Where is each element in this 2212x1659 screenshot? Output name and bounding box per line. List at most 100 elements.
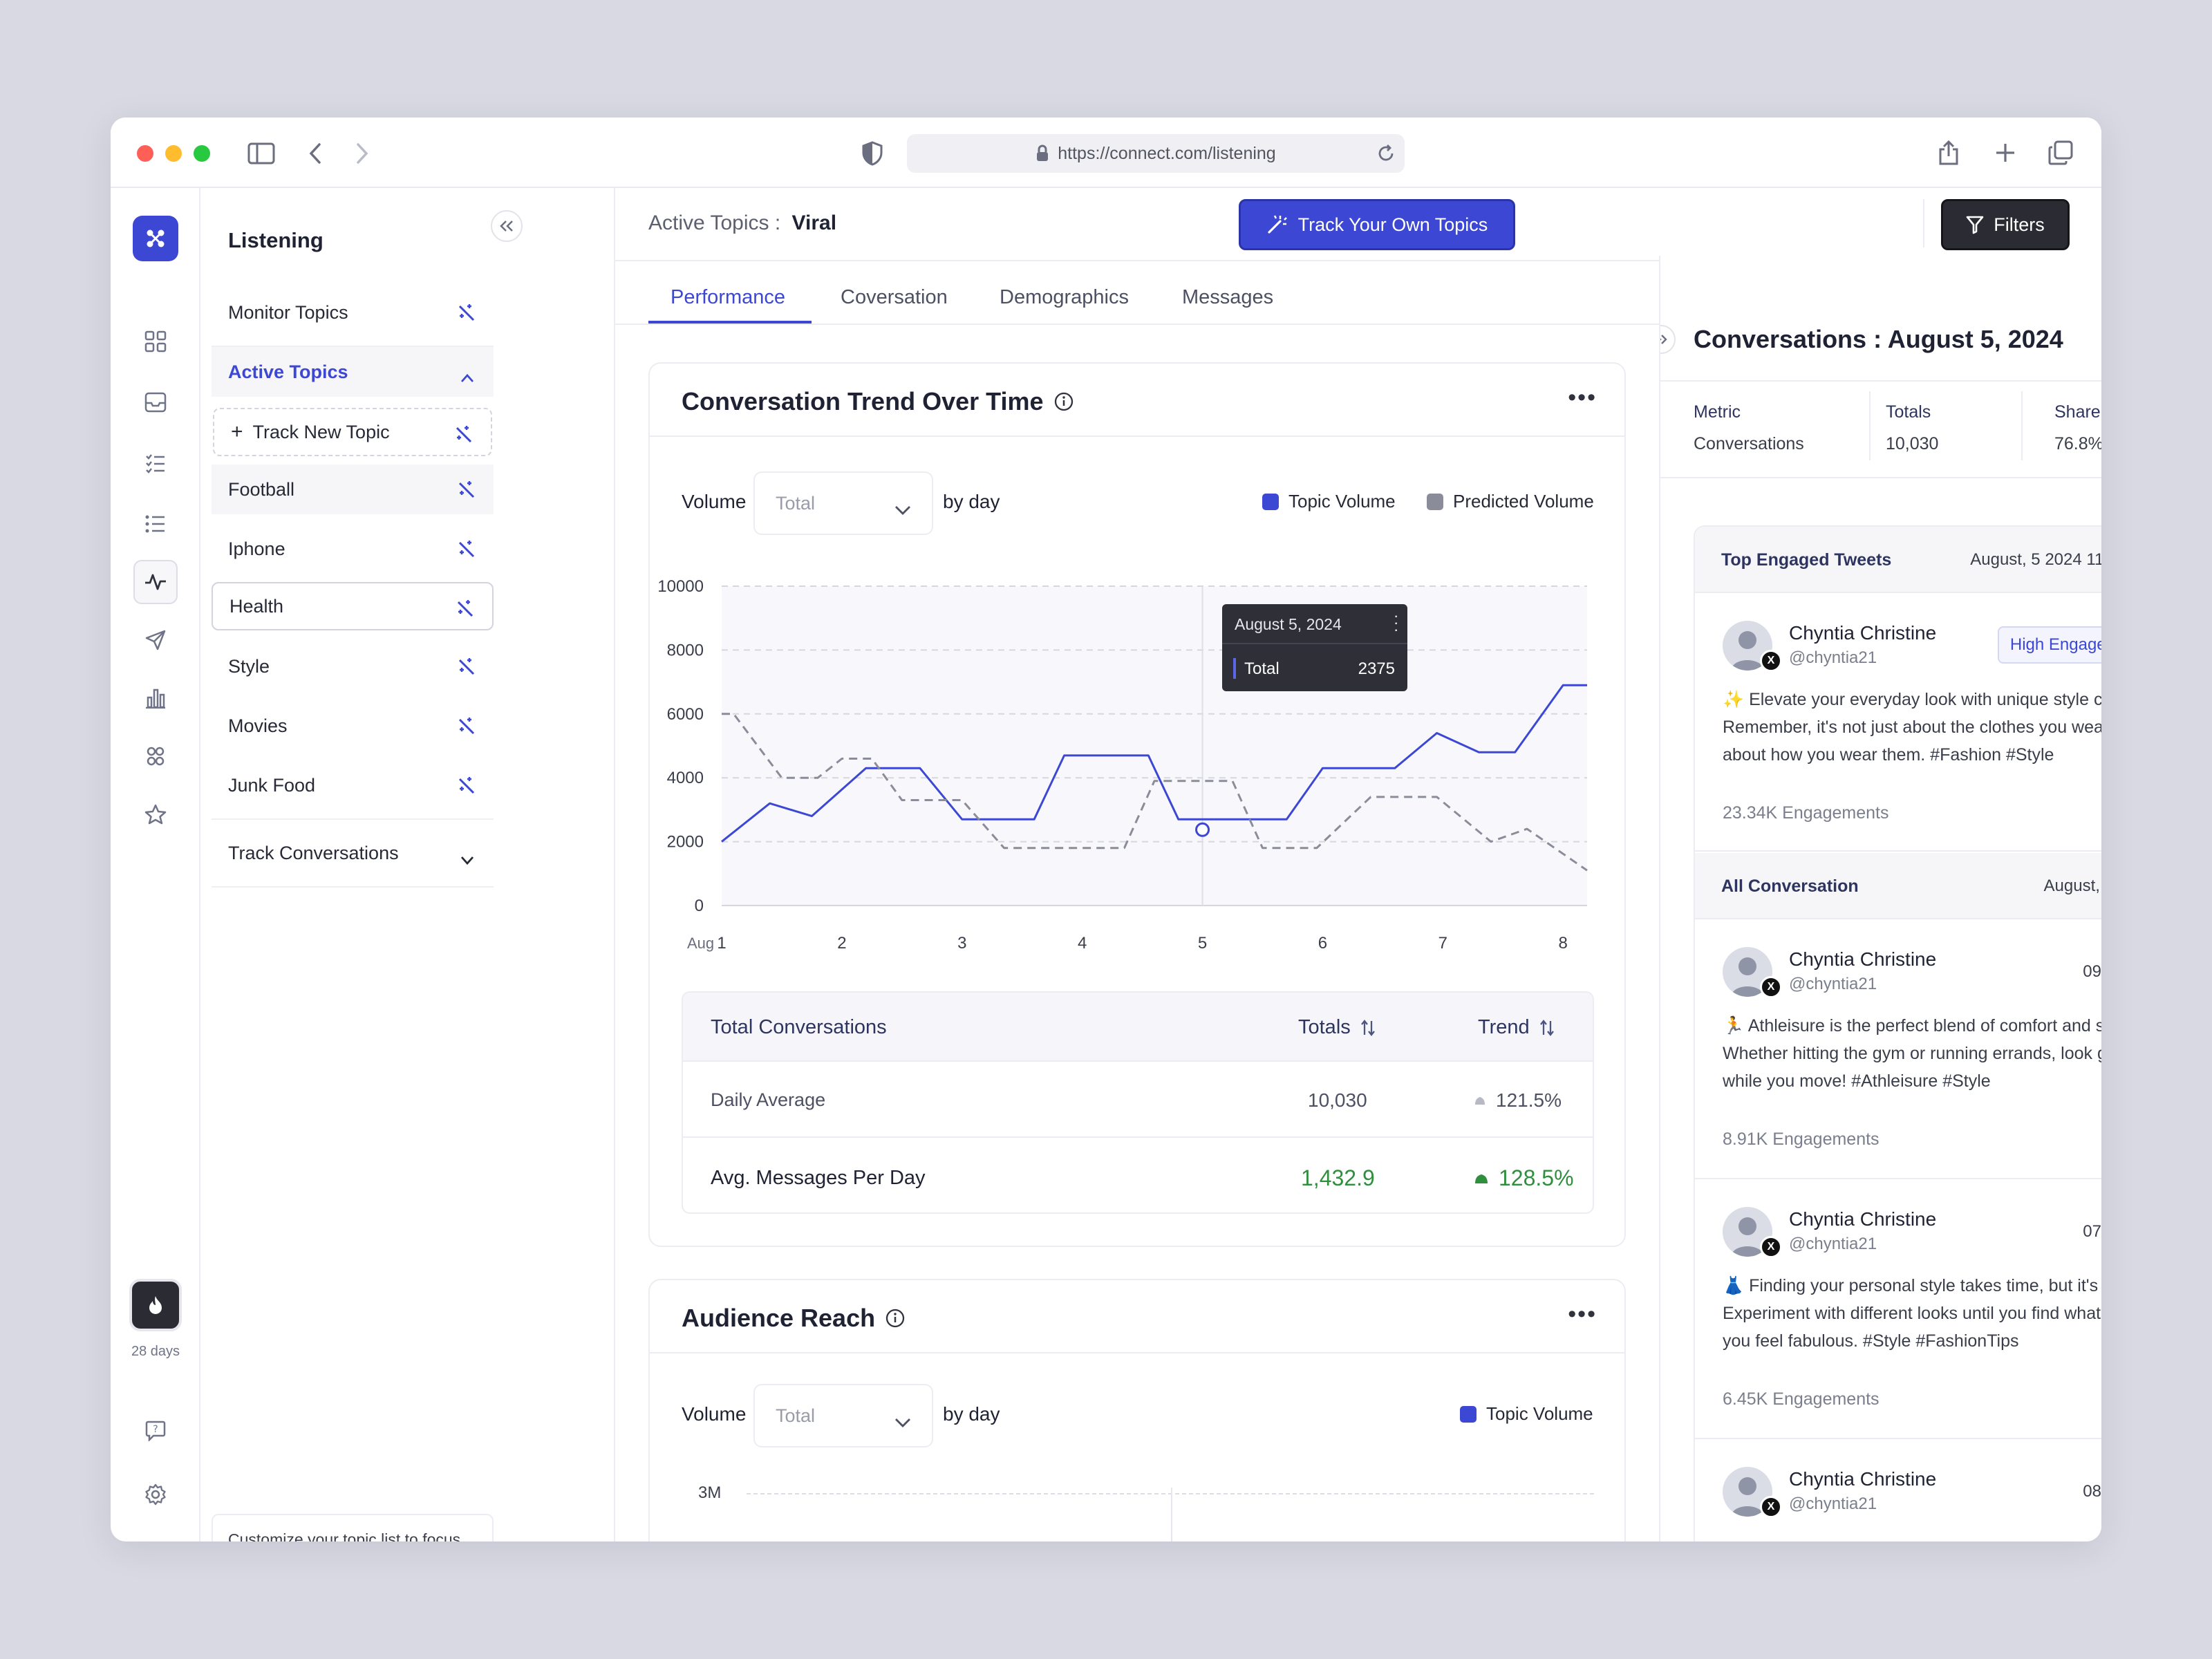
track-new-topic-button[interactable]: + Track New Topic [213,408,492,456]
tooltip-value: 2375 [1358,659,1395,678]
trending-fire-button[interactable] [129,1279,182,1331]
send-icon[interactable] [133,618,178,662]
trend-column-header[interactable]: Trend [1478,1016,1555,1039]
expand-panel-button[interactable] [1660,325,1676,354]
back-arrow-icon[interactable] [301,137,329,170]
magic-sparkle-icon [1266,214,1287,235]
top-tweets-date: August, 5 2024 11:25 AM [1970,550,2101,569]
tweet-author-name[interactable]: Chyntia Christine [1789,1208,1937,1230]
tooltip-date: August 5, 2024 [1235,615,1342,633]
legend-predicted-volume[interactable]: Predicted Volume [1427,491,1594,512]
topic-label: Iphone [228,538,285,559]
sidebar-toggle-icon[interactable] [245,137,278,170]
settings-gear-icon[interactable] [133,1472,178,1517]
x-logo-icon: X [1760,976,1782,998]
tweet-engagements: 6.45K Engagements [1723,1389,1880,1409]
info-icon[interactable] [885,1308,906,1329]
tweet-time: 07:30 PM [2083,1222,2101,1241]
sidebar-item-label: Active Topics [228,361,348,382]
metric-header: Metric [1694,402,1741,422]
filters-label: Filters [1994,214,2045,235]
tab-demographics[interactable]: Demographics [1000,286,1129,308]
topic-item-junk-food[interactable]: Junk Food [212,760,494,810]
address-bar[interactable]: https://connect.com/listening [907,134,1405,173]
avatar[interactable] [1723,621,1772,671]
all-conversation-date: August, 5 2024 [2043,877,2101,895]
topic-item-style[interactable]: Style [212,641,494,691]
close-window-button[interactable] [137,145,153,162]
collapse-sidebar-button[interactable] [491,210,523,242]
totals-column-header[interactable]: Totals [1298,1016,1376,1039]
totals-header-text: Totals [1298,1016,1351,1038]
magic-wand-icon [458,481,476,504]
share-icon[interactable] [1931,135,1966,170]
reload-icon[interactable] [1377,144,1395,162]
legend-topic-volume[interactable]: Topic Volume [1460,1403,1593,1425]
tab-performance[interactable]: Performance [671,286,786,308]
bar-chart-icon[interactable] [133,676,178,720]
volume-label: Volume [682,1403,747,1425]
tweet-author-name[interactable]: Chyntia Christine [1789,622,1937,644]
tweet-card[interactable]: X Chyntia Christine @chyntia21 08:45 PM [1695,1439,2101,1541]
reach-volume-select[interactable]: Total [753,1384,933,1447]
task-list-icon[interactable] [133,441,178,485]
inbox-icon[interactable] [133,380,178,424]
forward-arrow-icon[interactable] [348,137,376,170]
sidebar-item-track-conversations[interactable]: Track Conversations [212,828,494,878]
volume-select[interactable]: Total [753,471,933,535]
table-row[interactable]: Avg. Messages Per Day 1,432.9 128.5% [683,1139,1593,1212]
maximize-window-button[interactable] [194,145,210,162]
breadcrumb-current[interactable]: Viral [791,212,837,234]
active-tab-indicator [648,321,812,324]
new-tab-icon[interactable] [1988,135,2023,170]
tweet-card[interactable]: X Chyntia Christine @chyntia21 High Enga… [1695,593,2101,852]
sidebar-item-monitor-topics[interactable]: Monitor Topics [212,288,494,337]
x-tick-label: 1 [717,934,726,953]
avatar[interactable] [1723,1207,1772,1257]
help-chat-icon[interactable]: ? [133,1409,178,1453]
y-tick-label: 6000 [667,705,704,724]
table-row[interactable]: Daily Average 10,030 121.5% [683,1062,1593,1138]
topic-item-health[interactable]: Health [212,582,494,630]
tooltip-menu-icon[interactable]: · · · [1394,607,1399,638]
dashboard-grid-icon[interactable] [133,319,178,364]
row-total: 1,432.9 [1301,1165,1375,1190]
audience-icon[interactable] [133,734,178,778]
sidebar-help-text: Customize your topic list to focus on wh… [212,1514,494,1541]
tab-conversation[interactable]: Coversation [841,286,948,308]
totals-value: 10,030 [1886,434,1939,453]
filters-button[interactable]: Filters [1941,199,2070,250]
app-logo-icon[interactable] [133,216,178,261]
legend-topic-volume[interactable]: Topic Volume [1262,491,1396,512]
tab-overview-icon[interactable] [2043,135,2078,170]
privacy-shield-icon[interactable] [857,137,888,170]
tweet-card[interactable]: X Chyntia Christine @chyntia21 09:20 PM … [1695,919,2101,1179]
magic-wand-icon [455,426,473,449]
minimize-window-button[interactable] [165,145,182,162]
topic-item-football[interactable]: Football [212,465,494,514]
sidebar-item-active-topics[interactable]: Active Topics [212,347,494,397]
info-icon[interactable] [1053,391,1074,412]
star-icon[interactable] [133,792,178,836]
magic-wand-icon [456,600,474,623]
sidebar-title: Listening [228,228,324,252]
tweet-text: 👗 Finding your personal style takes time… [1723,1276,2101,1351]
card-menu-dots-icon[interactable]: ••• [1568,1301,1597,1327]
row-label: Avg. Messages Per Day [711,1167,926,1189]
card-menu-dots-icon[interactable]: ••• [1568,384,1597,411]
volume-label: Volume [682,491,747,512]
list-icon[interactable] [133,502,178,546]
breadcrumb: Active Topics : Viral [648,212,836,235]
topic-item-movies[interactable]: Movies [212,701,494,751]
tweet-card[interactable]: X Chyntia Christine @chyntia21 07:30 PM … [1695,1179,2101,1439]
track-own-topics-button[interactable]: Track Your Own Topics [1239,199,1515,250]
y-tick-label: 10000 [657,577,704,596]
tweet-author-name[interactable]: Chyntia Christine [1789,948,1937,970]
topic-item-iphone[interactable]: Iphone [212,524,494,574]
volume-select-value: Total [776,492,816,514]
tweet-author-name[interactable]: Chyntia Christine [1789,1468,1937,1490]
legend-swatch [1427,493,1443,510]
icon-rail: 28 days ? [111,188,200,1541]
listening-pulse-icon[interactable] [133,560,178,604]
tab-messages[interactable]: Messages [1182,286,1274,308]
